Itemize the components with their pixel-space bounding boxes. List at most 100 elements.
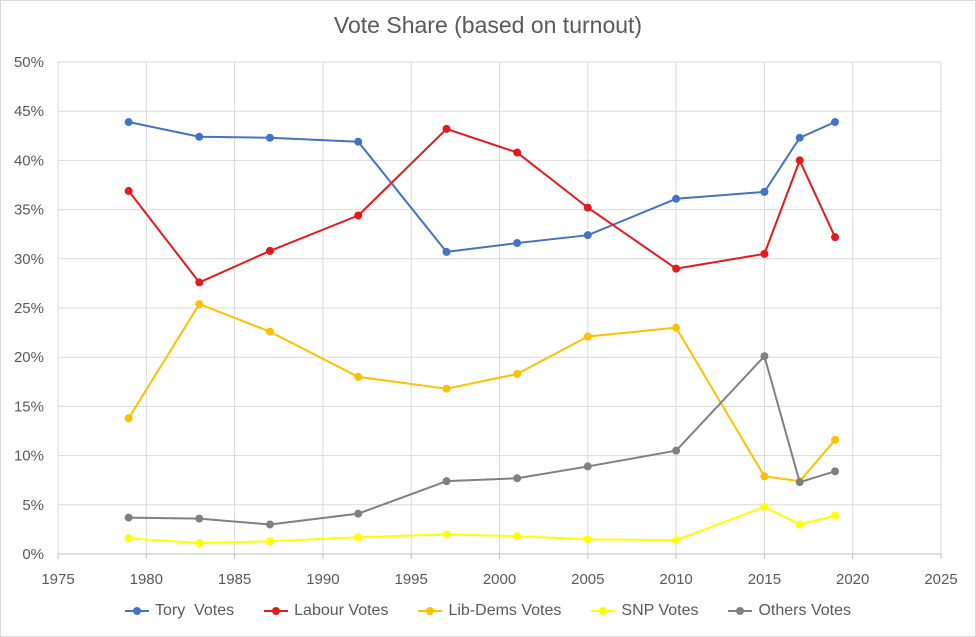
legend-label: Lib-Dems Votes — [448, 602, 562, 619]
legend-swatch — [418, 606, 443, 616]
data-point — [265, 520, 274, 529]
data-point — [124, 534, 133, 543]
legend: Tory Votes Labour Votes Lib-Dems Votes SNP … — [0, 602, 976, 620]
data-point — [354, 137, 363, 146]
data-point — [513, 532, 522, 541]
data-point — [760, 502, 769, 511]
data-point — [354, 533, 363, 542]
y-tick-label: 50% — [14, 54, 44, 71]
data-point — [195, 300, 204, 309]
y-tick-label: 10% — [14, 448, 44, 465]
x-tick-label: 2000 — [483, 571, 516, 588]
x-tick-label: 1995 — [395, 571, 428, 588]
data-point — [583, 231, 592, 240]
legend-swatch — [591, 606, 616, 616]
data-point — [583, 535, 592, 544]
legend-swatch-marker — [599, 607, 608, 615]
x-tick-label: 2020 — [836, 571, 869, 588]
data-point — [124, 186, 133, 195]
data-point — [795, 156, 804, 165]
data-point — [672, 446, 681, 455]
legend-swatch — [728, 606, 753, 616]
data-point — [354, 509, 363, 518]
data-point — [195, 539, 204, 548]
x-tick-label: 2005 — [571, 571, 604, 588]
data-point — [795, 478, 804, 487]
data-point — [760, 352, 769, 361]
data-point — [265, 133, 274, 142]
data-point — [442, 477, 451, 486]
data-point — [195, 278, 204, 287]
data-point — [442, 124, 451, 133]
chart-title: Vote Share (based on turnout) — [333, 12, 643, 38]
y-tick-label: 5% — [22, 497, 44, 514]
data-point — [513, 148, 522, 157]
data-point — [672, 536, 681, 545]
x-tick-label: 1975 — [41, 571, 74, 588]
legend-item: Lib-Dems Votes — [418, 602, 561, 620]
legend-label: Others Votes — [758, 602, 851, 619]
y-tick-label: 40% — [14, 152, 44, 169]
data-point — [583, 462, 592, 471]
data-point — [124, 118, 133, 127]
y-tick-label: 20% — [14, 349, 44, 366]
x-tick-label: 2015 — [748, 571, 781, 588]
legend-label: Labour Votes — [294, 602, 389, 619]
data-point — [442, 247, 451, 256]
data-point — [265, 246, 274, 255]
data-point — [513, 369, 522, 378]
data-point — [583, 203, 592, 212]
data-point — [672, 194, 681, 203]
y-tick-label: 30% — [14, 251, 44, 268]
y-tick-label: 25% — [14, 300, 44, 317]
data-point — [831, 435, 840, 444]
data-point — [760, 472, 769, 481]
legend-item: SNP Votes — [591, 602, 698, 620]
data-point — [831, 467, 840, 476]
data-point — [672, 264, 681, 273]
data-point — [513, 474, 522, 483]
data-point — [265, 327, 274, 336]
data-point — [124, 513, 133, 522]
x-tick-label: 2010 — [659, 571, 692, 588]
legend-swatch-marker — [736, 607, 745, 615]
legend-item: Others Votes — [728, 602, 851, 620]
legend-swatch-marker — [272, 607, 281, 615]
data-point — [831, 233, 840, 242]
legend-label: Tory Votes — [155, 602, 235, 619]
data-point — [513, 239, 522, 248]
data-point — [760, 249, 769, 258]
legend-label: SNP Votes — [621, 602, 699, 619]
data-point — [442, 384, 451, 393]
data-point — [831, 511, 840, 520]
x-tick-label: 1980 — [130, 571, 163, 588]
data-point — [265, 537, 274, 546]
data-point — [760, 187, 769, 196]
data-point — [583, 332, 592, 341]
legend-swatch-marker — [133, 607, 141, 615]
data-point — [442, 530, 451, 539]
y-tick-label: 45% — [14, 103, 44, 120]
legend-swatch — [264, 606, 289, 616]
y-tick-label: 35% — [14, 202, 44, 219]
data-point — [195, 514, 204, 523]
data-point — [124, 414, 133, 423]
y-tick-label: 0% — [22, 546, 44, 563]
data-point — [795, 520, 804, 529]
data-point — [831, 118, 840, 127]
data-point — [354, 372, 363, 381]
legend-swatch-marker — [426, 607, 435, 615]
x-tick-label: 1985 — [218, 571, 251, 588]
data-point — [672, 323, 681, 332]
data-point — [354, 211, 363, 220]
x-tick-label: 2025 — [924, 571, 957, 588]
legend-swatch — [125, 606, 149, 616]
legend-item: Labour Votes — [264, 602, 388, 620]
y-tick-label: 15% — [14, 398, 44, 415]
data-point — [195, 132, 204, 141]
legend-item: Tory Votes — [125, 602, 234, 620]
x-tick-label: 1990 — [306, 571, 339, 588]
data-point — [795, 133, 804, 142]
